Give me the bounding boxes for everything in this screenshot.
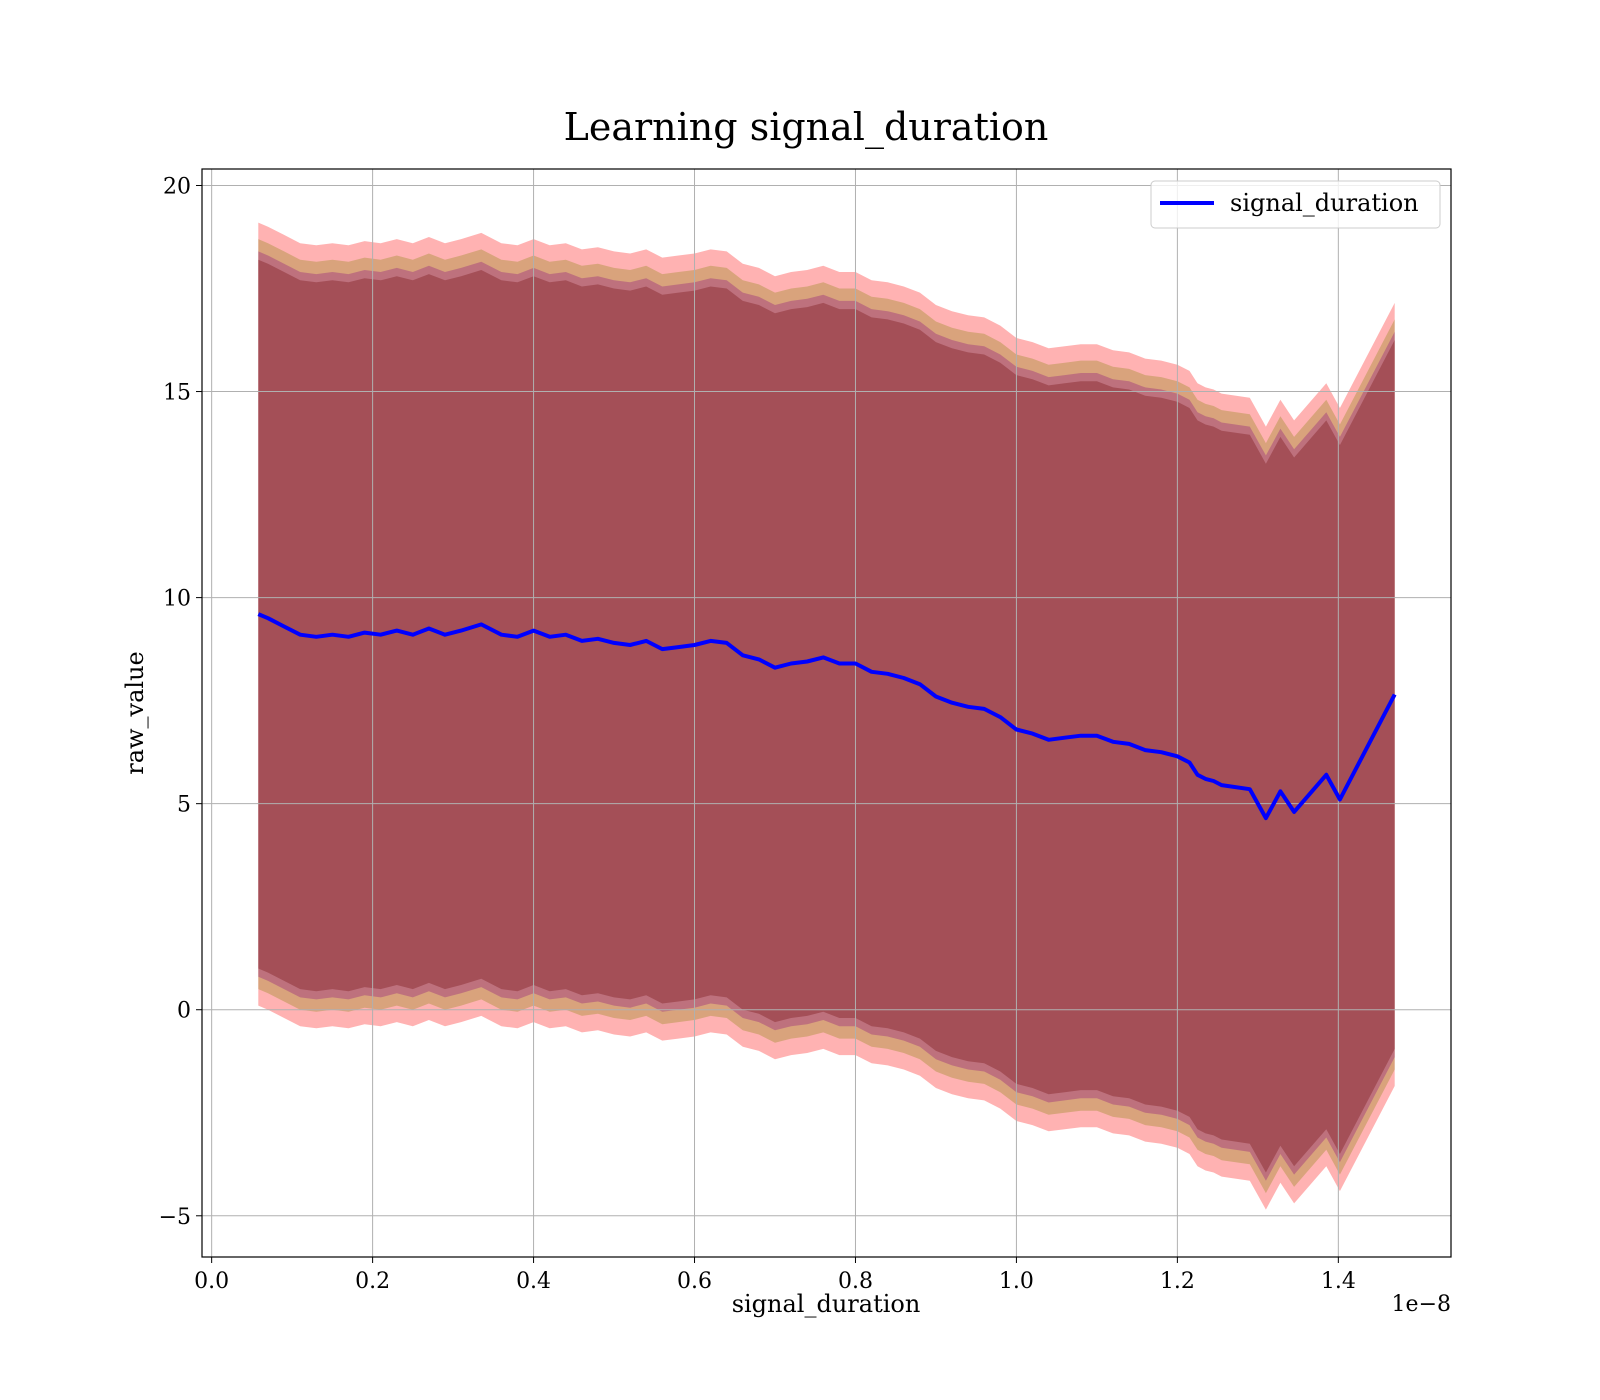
series-lines: [257, 612, 1397, 821]
confidence-band-3: [258, 259, 1395, 1173]
y-tick-label: 0: [177, 999, 191, 1024]
series-line-signal-duration: [257, 612, 1397, 821]
x-tick-label: 0.0: [194, 1269, 229, 1294]
x-tick-label: 0.4: [516, 1269, 551, 1294]
gridlines: [202, 169, 1451, 1257]
x-tick-label: 0.6: [677, 1269, 712, 1294]
x-tick-label: 1.2: [1160, 1269, 1195, 1294]
confidence-band-0: [258, 222, 1395, 1210]
chart-title: Learning signal_duration: [564, 105, 1049, 150]
plot-frame: [201, 168, 1452, 1258]
x-tick-label: 1.0: [999, 1269, 1034, 1294]
y-tick-label: −5: [159, 1205, 191, 1230]
y-tick-label: 10: [163, 587, 191, 612]
y-axis-ticks: −5 0 5 10 15 20: [159, 174, 202, 1230]
legend-box: [1150, 180, 1441, 229]
x-axis-label: signal_duration: [732, 1290, 921, 1318]
x-tick-label: 1.4: [1321, 1269, 1356, 1294]
confidence-bands: [258, 222, 1395, 1210]
x-tick-label: 0.2: [355, 1269, 390, 1294]
y-axis-label: raw_value: [121, 651, 149, 775]
confidence-band-2: [258, 251, 1395, 1181]
x-axis-multiplier: 1e−8: [1392, 1292, 1451, 1317]
y-tick-label: 15: [163, 381, 191, 406]
x-axis-ticks: 0.0 0.2 0.4 0.6 0.8 1.0 1.2 1.4: [194, 1257, 1356, 1294]
legend: signal_duration: [1150, 180, 1441, 229]
y-tick-label: 5: [177, 793, 191, 818]
y-tick-label: 20: [163, 174, 191, 199]
confidence-band-1: [258, 239, 1395, 1194]
x-tick-label: 0.8: [838, 1269, 873, 1294]
legend-label: signal_duration: [1230, 189, 1419, 217]
